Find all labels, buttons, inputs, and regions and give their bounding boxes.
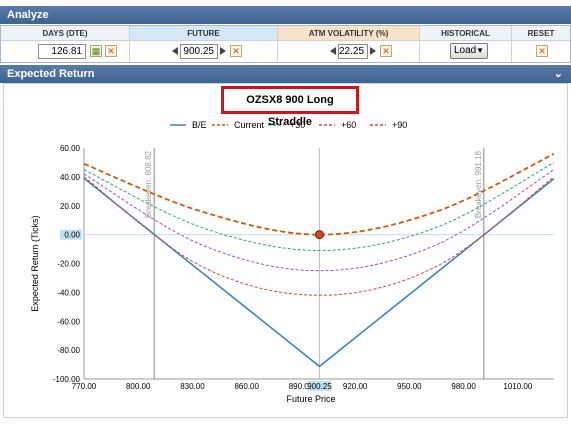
future-decrease-icon[interactable]: [172, 47, 178, 55]
future-increase-icon[interactable]: [220, 47, 226, 55]
x-axis-title: Future Price: [286, 394, 335, 404]
chart-panel: [3, 83, 568, 418]
legend-label-plus60: +60: [341, 120, 356, 130]
dte-input[interactable]: 126.81: [38, 44, 86, 59]
volatility-header: ATM VOLATILITY (%): [278, 26, 419, 41]
x-tick-label: 860.00: [234, 382, 259, 391]
y-tick-label: 20.00: [60, 202, 81, 211]
volatility-decrease-icon[interactable]: [330, 47, 336, 55]
future-input[interactable]: 900.25: [180, 44, 218, 59]
load-button[interactable]: Load ▼: [450, 43, 488, 59]
x-tick-label: 800.00: [126, 382, 151, 391]
current-x-highlight: [307, 381, 332, 391]
chevron-down-icon: ▼: [476, 46, 484, 55]
y-tick-label: -60.00: [57, 317, 80, 326]
y-axis-title: Expected Return (Ticks): [30, 215, 40, 311]
volatility-column: ATM VOLATILITY (%) 22.25 ✕: [278, 26, 420, 62]
reset-column: RESET ✕: [512, 26, 570, 62]
analyze-title: Analyze: [7, 9, 49, 21]
load-button-label: Load: [454, 45, 477, 56]
future-header: FUTURE: [130, 26, 277, 41]
y-tick-label: -100.00: [53, 375, 81, 384]
x-tick-label: 950.00: [397, 382, 422, 391]
x-tick-label: 770.00: [72, 382, 97, 391]
breakeven-label-2: Breakeven: 991.18: [474, 150, 483, 218]
volatility-input[interactable]: 22.25: [338, 44, 368, 59]
legend-label-be: B/E: [192, 120, 207, 130]
chart-title: OZSX8 900 Long Straddle: [246, 94, 334, 128]
future-column: FUTURE 900.25 ✕: [130, 26, 278, 62]
series-line-plus60: [84, 169, 554, 272]
chart-title-box: OZSX8 900 Long Straddle: [221, 86, 359, 128]
y-tick-label: -20.00: [57, 260, 80, 269]
y-tick-label: -40.00: [57, 288, 80, 297]
expected-return-bar[interactable]: Expected Return ⌄: [0, 65, 571, 83]
dte-header: DAYS (DTE): [1, 26, 129, 41]
x-tick-label: 1010.00: [503, 382, 532, 391]
dte-column: DAYS (DTE) 126.81 ▦ ✕: [1, 26, 130, 62]
analyze-bar: Analyze: [0, 6, 571, 24]
y-tick-label: -80.00: [57, 346, 80, 355]
current-point-marker: [314, 230, 324, 240]
historical-column: HISTORICAL Load ▼: [420, 26, 512, 62]
x-tick-label: 920.00: [343, 382, 368, 391]
volatility-increase-icon[interactable]: [370, 47, 376, 55]
current-y-label: 0.00: [64, 231, 80, 240]
historical-header: HISTORICAL: [420, 26, 511, 41]
future-reset-icon[interactable]: ✕: [230, 45, 242, 57]
chevron-down-icon[interactable]: ⌄: [553, 68, 563, 80]
y-tick-label: 60.00: [60, 144, 81, 153]
series-line-current: [84, 152, 554, 236]
legend-label-plus90: +90: [392, 120, 407, 130]
calendar-icon[interactable]: ▦: [90, 45, 102, 57]
series-line-plus30: [84, 162, 554, 252]
reset-all-icon[interactable]: ✕: [536, 45, 548, 57]
y-tick-label: 40.00: [60, 173, 81, 182]
dte-reset-icon[interactable]: ✕: [105, 45, 117, 57]
current-x-label: 900.25: [307, 382, 332, 391]
legend-label-plus30: +30: [290, 120, 305, 130]
breakeven-label-1: Breakeven: 808.82: [144, 150, 153, 218]
x-tick-label: 830.00: [180, 382, 205, 391]
expected-return-title: Expected Return: [7, 68, 95, 80]
x-tick-label: 890.00: [289, 382, 314, 391]
reset-header: RESET: [512, 26, 570, 41]
volatility-reset-icon[interactable]: ✕: [380, 45, 392, 57]
legend-label-current: Current: [234, 120, 265, 130]
analyze-controls: DAYS (DTE) 126.81 ▦ ✕ FUTURE 900.25 ✕ AT…: [0, 25, 571, 63]
x-tick-label: 980.00: [451, 382, 476, 391]
series-line-plus90: [84, 176, 554, 296]
current-y-highlight: [60, 229, 82, 240]
